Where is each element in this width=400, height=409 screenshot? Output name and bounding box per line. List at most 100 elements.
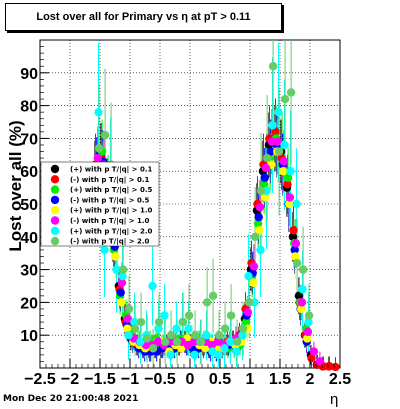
data-point [271,127,280,137]
data-point [315,357,325,366]
x-tick-label: −2.5 [24,371,56,388]
data-point [283,180,292,189]
legend-marker [50,236,60,246]
data-point [214,350,223,360]
legend-marker [50,226,60,235]
chart-title: Lost over all for Primary vs η at pT > 0… [5,3,282,31]
data-point [111,252,120,261]
data-point [124,331,133,340]
data-point [292,258,302,268]
y-tick-label: 20 [20,295,38,312]
x-tick-label: 0 [186,371,195,388]
data-point [249,262,259,271]
data-point [94,107,103,117]
data-point [291,252,300,261]
data-point [286,88,296,97]
data-point [184,324,193,333]
data-point [303,334,312,343]
x-tick-label: 1.5 [269,371,291,388]
data-point [130,317,139,327]
data-point [307,353,316,363]
data-point [238,331,247,340]
data-point [142,334,152,343]
data-point [298,265,308,274]
data-point [244,271,253,281]
data-point [238,324,248,333]
data-points [90,62,340,372]
legend-label: (-) with p T/|q| > 1.0 [70,217,150,226]
data-point [303,327,313,337]
data-point [256,245,265,255]
data-point [172,337,182,346]
data-point [285,199,294,209]
data-point [177,344,186,353]
x-tick-label: −1 [121,371,139,388]
legend-marker [50,206,60,215]
data-point [268,62,278,71]
tick-labels: −2.5 −2 −1.5 −1 −0.5 0 0.5 1 1.5 2 2.5 10 20 30 40 50 60… [20,66,351,388]
data-point [94,144,104,153]
data-point [130,324,140,333]
data-point [166,331,176,340]
data-point [261,193,270,202]
data-point [172,324,181,333]
legend-marker [50,175,60,184]
data-point [309,347,319,356]
data-point [262,153,272,163]
legend: (+) with p T/|q| > 0.1(-) with p T/|q| >… [40,161,160,247]
data-point [220,344,229,353]
y-tick-label: 10 [20,328,38,345]
data-point [202,298,212,307]
y-tick-label: 80 [20,99,38,116]
data-point [255,203,265,212]
data-point [286,167,295,176]
data-point [118,265,128,274]
data-point [118,271,127,281]
data-point [208,291,218,301]
data-point [253,219,263,228]
data-point [202,331,211,340]
y-tick-label: 50 [20,197,38,214]
timestamp: Mon Dec 20 21:00:48 2021 [3,394,139,404]
y-tick-label: 90 [20,66,38,83]
x-tick-label: −2 [61,371,79,388]
legend-marker [50,185,60,194]
data-point [255,226,264,235]
data-point [256,186,266,196]
data-point [267,137,277,146]
legend-marker [50,216,60,225]
y-tick-label: 70 [20,131,38,148]
legend-label: (+) with p T/|q| > 0.5 [70,186,153,195]
data-point [100,130,110,140]
legend-label: (-) with p T/|q| > 0.5 [70,196,150,205]
data-point [117,298,126,307]
x-tick-label: −0.5 [144,371,176,388]
legend-label: (+) with p T/|q| > 1.0 [70,207,153,216]
y-tick-label: 60 [20,164,38,181]
data-point [298,285,307,294]
data-point [297,298,307,307]
data-point [189,337,199,346]
data-point [226,311,236,320]
data-point [244,298,254,307]
data-point [290,245,299,255]
data-point [280,94,290,104]
data-point [220,324,230,333]
data-point [243,308,253,317]
x-tick-label: 1 [246,371,255,388]
data-point [93,153,103,163]
data-point [249,278,258,287]
data-point [273,137,283,146]
data-point [331,362,340,372]
data-point [190,331,200,340]
data-point [285,193,295,202]
data-point [123,314,133,323]
data-point [160,337,170,346]
data-point [148,281,157,291]
y-tick-label: 30 [20,263,38,280]
legend-marker [50,195,60,205]
data-point [279,157,289,166]
data-point [124,304,134,314]
data-point [123,324,132,333]
